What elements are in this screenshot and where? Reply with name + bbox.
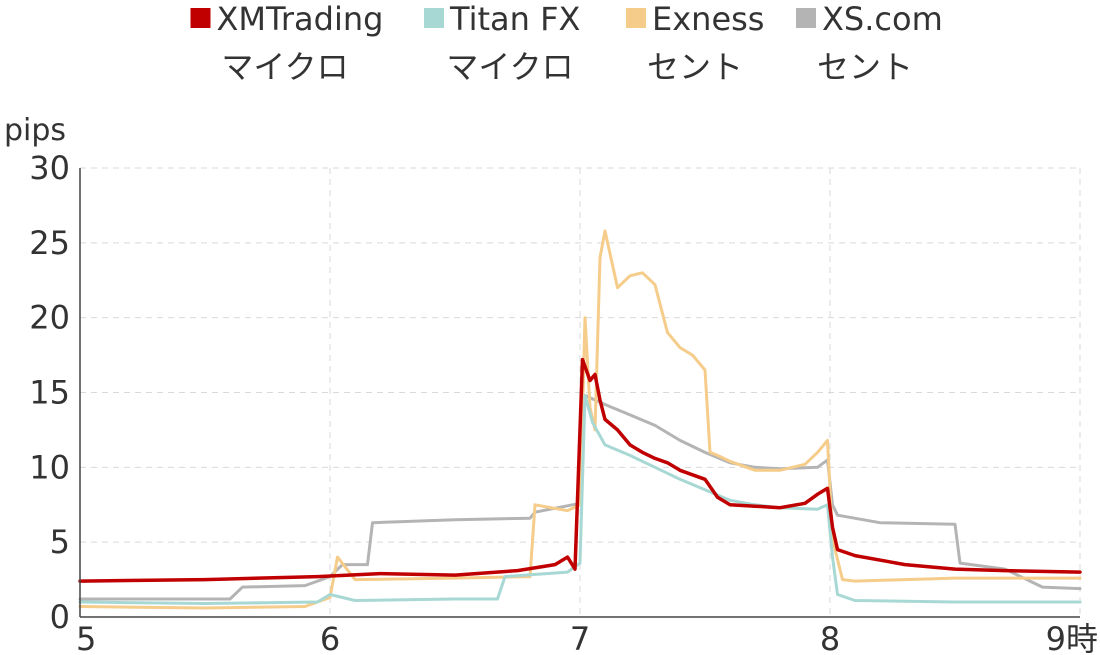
legend-label-xs-com: XS.com — [822, 0, 943, 38]
y-tick-label: 20 — [29, 299, 70, 337]
y-tick-label: 10 — [29, 448, 70, 486]
y-tick-label: 30 — [29, 149, 70, 187]
legend-swatch-xmtrading — [190, 8, 211, 28]
x-tick-label: 7 — [570, 620, 590, 655]
series-lines — [78, 229, 1082, 610]
y-tick-label: 15 — [29, 374, 70, 412]
series-line-xs-com — [78, 394, 1082, 601]
legend-sublabel-exness: セント — [647, 48, 743, 86]
legend-sublabel-xs-com: セント — [817, 48, 913, 86]
series-line-xmtrading — [78, 357, 1082, 583]
x-tick-label: 6 — [320, 620, 340, 655]
y-tick-label: 25 — [29, 224, 70, 262]
y-tick-label: 5 — [50, 523, 70, 561]
legend: XMTrading マイクロ Titan FX マイクロ Exness セント XS.com… — [190, 0, 943, 86]
x-axis-ticks: 5 6 7 8 9時 — [76, 620, 1098, 655]
y-tick-label: 0 — [50, 598, 70, 636]
legend-swatch-xs-com — [796, 8, 816, 28]
x-tick-label: 9時 — [1046, 620, 1098, 655]
series-line-exness — [78, 229, 1082, 610]
legend-sublabel-xmtrading: マイクロ — [221, 48, 348, 86]
legend-label-exness: Exness — [652, 0, 764, 38]
x-tick-label: 8 — [820, 620, 840, 655]
legend-sublabel-titan-fx: マイクロ — [446, 48, 573, 86]
x-tick-label: 5 — [76, 620, 96, 655]
y-axis-unit-label: pips — [4, 113, 66, 148]
legend-swatch-titan-fx — [424, 8, 444, 28]
legend-label-xmtrading: XMTrading — [217, 0, 384, 38]
y-axis-ticks: 0 5 10 15 20 25 30 — [29, 149, 70, 636]
legend-swatch-exness — [626, 8, 646, 28]
series-line-titan-fx — [78, 394, 1082, 605]
legend-label-titan-fx: Titan FX — [449, 0, 580, 38]
